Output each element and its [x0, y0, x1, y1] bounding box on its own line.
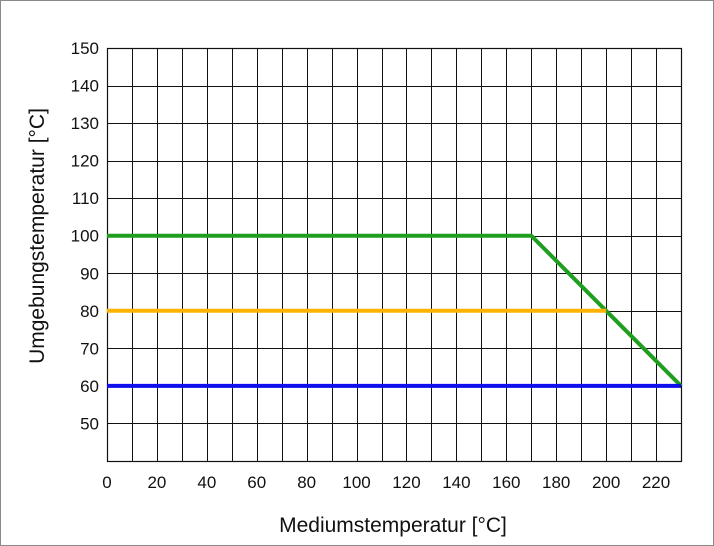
x-axis-label: Mediumstemperatur [°C] [279, 514, 507, 537]
y-tick-label: 130 [71, 114, 99, 133]
x-tick-labels: 0 20 40 60 80 100 120 140 160 180 200 220 [102, 473, 670, 492]
y-tick-labels: 50 60 70 80 90 100 110 120 130 140 150 [71, 39, 99, 433]
series-line-1 [107, 233, 683, 388]
x-tick-label: 40 [197, 473, 216, 492]
y-tick-label: 70 [80, 339, 99, 358]
x-tick-label: 60 [247, 473, 266, 492]
x-tick-label: 200 [592, 473, 620, 492]
y-tick-label: 100 [71, 227, 99, 246]
y-tick-label: 110 [72, 189, 99, 208]
x-tick-label: 80 [297, 473, 316, 492]
x-tick-label: 100 [342, 473, 370, 492]
y-axis-label: Umgebungstemperatur [°C] [26, 108, 49, 364]
y-tick-label: 120 [71, 152, 99, 171]
x-tick-label: 160 [492, 473, 520, 492]
x-tick-label: 0 [102, 473, 111, 492]
y-tick-label: 60 [80, 377, 99, 396]
y-tick-label: 140 [71, 77, 99, 96]
y-tick-label: 50 [80, 414, 99, 433]
series-group [107, 233, 683, 388]
y-tick-label: 90 [80, 264, 99, 283]
x-tick-label: 180 [542, 473, 570, 492]
y-tick-label: 150 [71, 39, 99, 58]
y-tick-label: 80 [80, 302, 99, 321]
x-tick-label: 120 [392, 473, 420, 492]
x-tick-label: 140 [442, 473, 470, 492]
plot-border [106, 47, 683, 463]
x-tick-label: 220 [642, 473, 670, 492]
grid [106, 47, 683, 463]
x-tick-label: 20 [147, 473, 166, 492]
